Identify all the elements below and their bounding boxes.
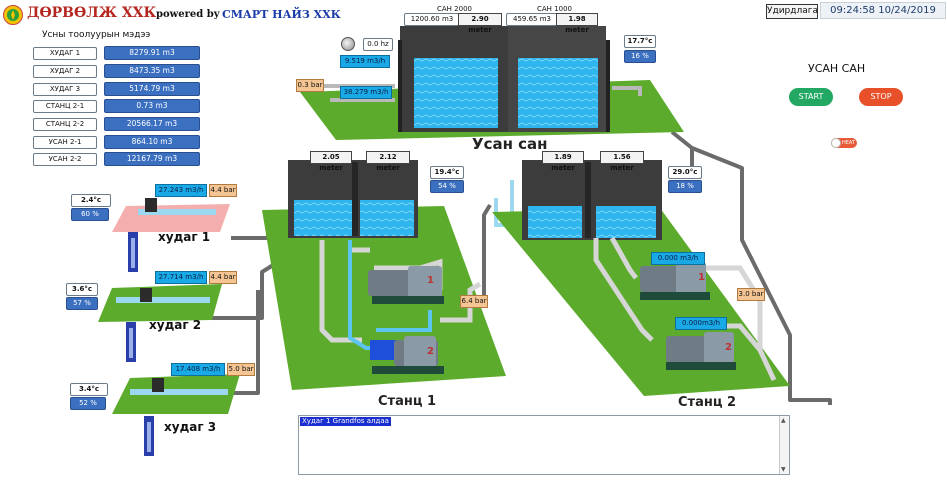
station1-humidity: 54 %	[430, 180, 464, 193]
heat-label: HEAT	[842, 140, 856, 146]
station2-flow-2: 0.000m3/h	[675, 317, 727, 330]
well-1-pressure: 4.4 bar	[209, 184, 237, 197]
meter-name: ХУДАГ 2	[33, 65, 97, 78]
station2-label: Станц 2	[678, 395, 737, 410]
well-1-graphic	[112, 198, 230, 272]
well-2-label: худаг 2	[149, 318, 202, 332]
meter-name: СТАНЦ 2-2	[33, 118, 97, 131]
control-button[interactable]: Удирдлага	[766, 4, 818, 19]
heat-toggle[interactable]: HEAT	[831, 138, 857, 148]
main-frequency: 0.0 hz	[363, 38, 393, 51]
main-temperature: 17.7°c	[624, 35, 656, 48]
meter-name: ХУДАГ 3	[33, 83, 97, 96]
san2000-title: САН 2000	[437, 5, 472, 13]
well-3-label: худаг 3	[164, 420, 217, 434]
usan-san-title: УСАН САН	[808, 62, 866, 75]
station1-tank	[288, 160, 418, 238]
main-humidity: 16 %	[624, 50, 656, 63]
meter-name: УСАН 2-2	[33, 153, 97, 166]
meter-value: 5174.79 m3	[104, 82, 200, 96]
station1-label: Станц 1	[378, 394, 437, 409]
station2-level-2: 1.56 meter	[600, 151, 644, 172]
station1-level-2: 2.12 meter	[366, 151, 410, 172]
scroll-up-icon[interactable]: ▲	[781, 417, 786, 424]
station1-pressure: 6.4 bar	[460, 295, 488, 308]
well-3-flow: 17.408 m3/h	[171, 363, 225, 376]
well-3-humidity: 52 %	[70, 397, 106, 410]
main-flow-2: 38.279 m3/h	[340, 86, 392, 99]
alarm-log-box[interactable]: Худаг 1 Grandfos алдаа ▲ ▼	[298, 415, 790, 475]
main-flow-1: 9.519 m3/h	[340, 55, 390, 68]
start-button[interactable]: START	[789, 88, 833, 106]
san1000-level: 1.98 meter	[556, 13, 598, 34]
meter-value: 8473.35 m3	[104, 64, 200, 78]
well-2-temperature: 3.6°c	[66, 283, 98, 296]
station2-tank	[522, 160, 662, 240]
meters-panel-title: Усны тоолуурын мэдээ	[42, 30, 151, 40]
status-indicator-icon	[341, 37, 355, 51]
soyombo-logo-icon	[3, 5, 23, 25]
station2-pump-2	[666, 332, 736, 370]
meter-value: 12167.79 m3	[104, 152, 200, 166]
well-2-pressure: 4.4 bar	[209, 271, 237, 284]
station2-temperature: 29.0°c	[668, 166, 702, 179]
datetime-display: 09:24:58 10/24/2019	[820, 2, 946, 19]
san2000-volume: 1200.60 m3	[404, 13, 460, 26]
well-2-humidity: 57 %	[66, 297, 98, 310]
well-3-graphic	[112, 374, 240, 456]
main-tank-walls	[398, 26, 610, 132]
meter-name: ХУДАГ 1	[33, 47, 97, 60]
heat-toggle-knob	[831, 138, 841, 148]
station2-pump-1	[640, 262, 710, 300]
meter-name: УСАН 2-1	[33, 136, 97, 149]
well-1-humidity: 60 %	[71, 208, 109, 221]
meter-value: 0.73 m3	[104, 99, 200, 113]
well-1-flow: 27.243 m3/h	[155, 184, 207, 197]
well-3-pressure: 5.0 bar	[227, 363, 255, 376]
san2000-level: 2.90 meter	[458, 13, 502, 34]
well-2-flow: 27.714 m3/h	[155, 271, 207, 284]
alarm-log-entry[interactable]: Худаг 1 Grandfos алдаа	[300, 417, 391, 426]
well-1-label: худаг 1	[158, 230, 211, 244]
station2-pressure: 3.0 bar	[737, 288, 765, 301]
alarm-log-scrollbar[interactable]: ▲ ▼	[779, 416, 789, 474]
station2-level-1: 1.89 meter	[542, 151, 584, 172]
powered-by-text: powered by	[156, 9, 220, 20]
meter-name: СТАНЦ 2-1	[33, 100, 97, 113]
well-2-graphic	[98, 284, 222, 362]
scroll-down-icon[interactable]: ▼	[781, 466, 786, 473]
station2-flow-1: 0.000 m3/h	[651, 252, 705, 265]
meter-value: 8279.91 m3	[104, 46, 200, 60]
station2-pump-2-number: 2	[725, 342, 732, 353]
san1000-volume: 459.65 m3	[506, 13, 558, 26]
station2-humidity: 18 %	[668, 180, 702, 193]
station1-pump-2	[370, 336, 444, 374]
main-tank-label: Усан сан	[472, 135, 548, 153]
station1-pump-1	[368, 266, 444, 304]
main-pressure: 0.3 bar	[296, 79, 324, 92]
san1000-title: САН 1000	[537, 5, 572, 13]
station1-pump-2-number: 2	[427, 346, 434, 357]
station1-level-1: 2.05 meter	[310, 151, 352, 172]
well-3-temperature: 3.4°c	[70, 383, 108, 396]
meter-value: 20566.17 m3	[104, 117, 200, 131]
company-logo	[3, 5, 23, 25]
stop-button[interactable]: STOP	[859, 88, 903, 106]
station2-pump-1-number: 1	[698, 272, 705, 283]
company-name: ДӨРВӨЛЖ ХХК	[27, 5, 157, 21]
well-1-temperature: 2.4°c	[71, 194, 111, 207]
station1-temperature: 19.4°c	[430, 166, 464, 179]
partner-name: СМАРТ НАЙЗ ХХК	[222, 8, 341, 21]
station1-pump-1-number: 1	[427, 275, 434, 286]
meter-value: 864.10 m3	[104, 135, 200, 149]
